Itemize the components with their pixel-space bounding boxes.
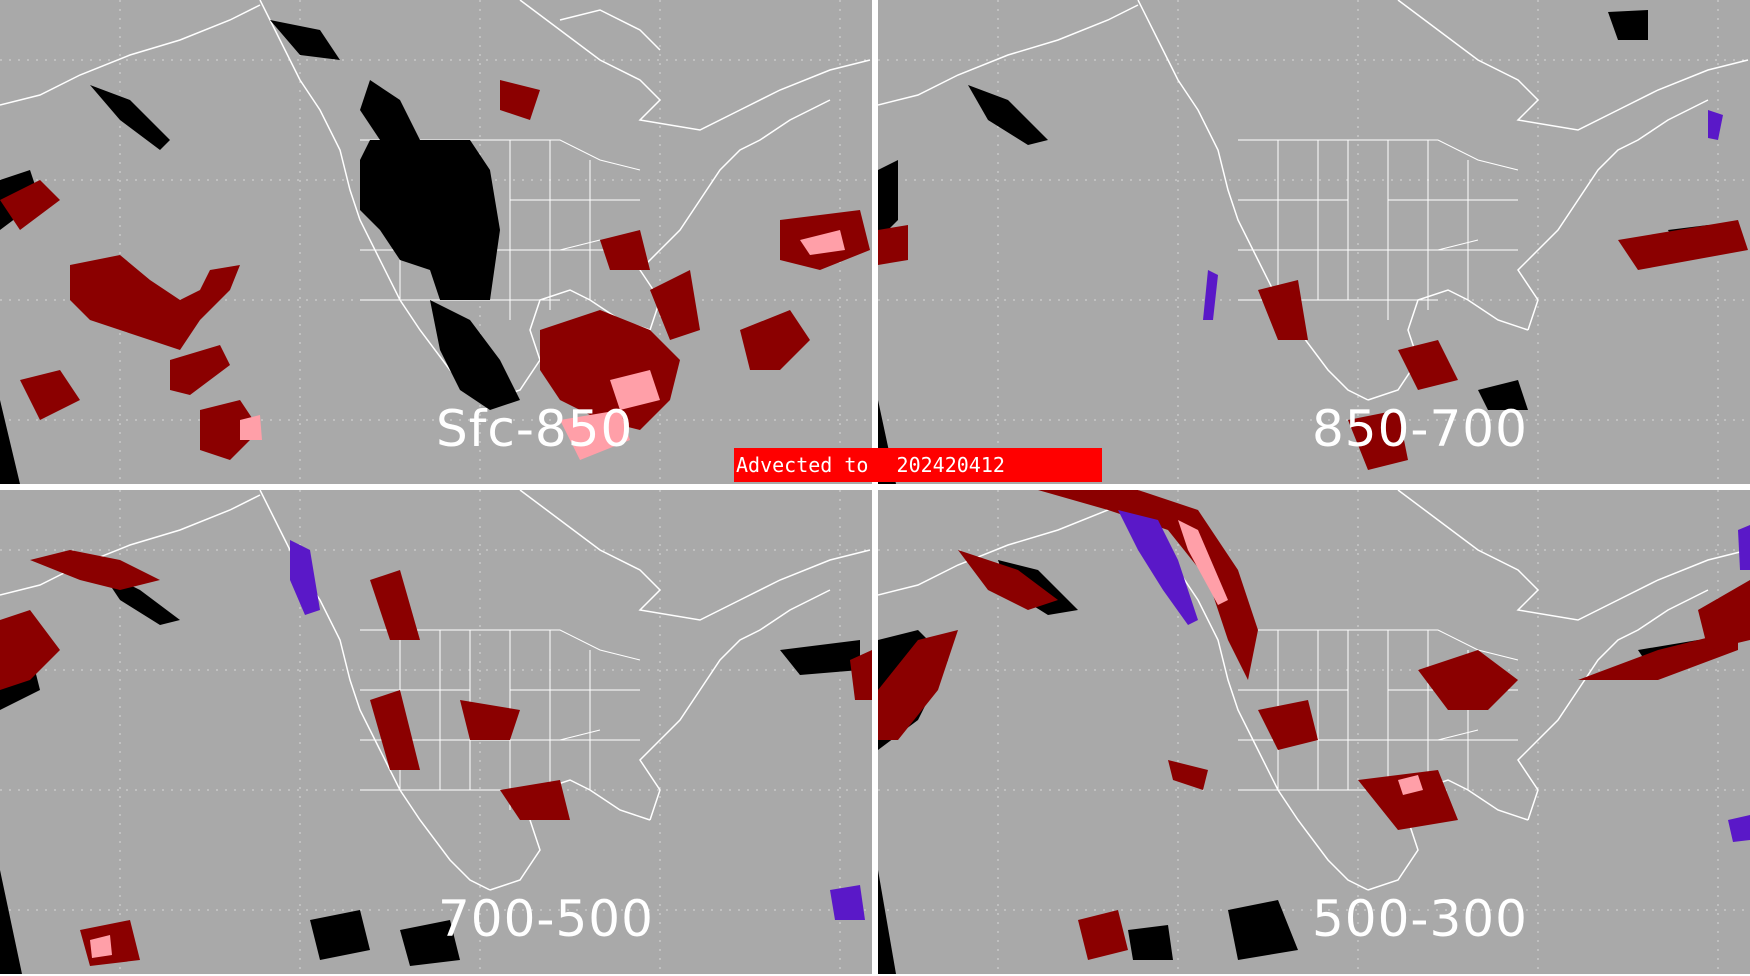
space-edge (0, 870, 22, 974)
map-canvas-850-700 (878, 0, 1750, 484)
layer-label-500-300: 500-300 (1312, 890, 1528, 948)
map-canvas-500-300 (878, 490, 1750, 974)
map-canvas-700-500 (0, 490, 872, 974)
cloud-pink (240, 230, 845, 460)
cloud-purple (1118, 510, 1750, 842)
space-corner (0, 400, 20, 484)
banner-gap (868, 453, 894, 477)
cloud-dark-red (878, 490, 1750, 960)
graticule (878, 0, 1750, 484)
cloud-dark-red (878, 220, 1748, 470)
cloud-pink (1178, 520, 1423, 795)
map-panel-500-300: 500-300 (878, 490, 1750, 974)
banner-prefix: Advected to (736, 453, 869, 477)
cloud-purple (290, 540, 865, 920)
space-edge (878, 870, 896, 974)
layer-label-700-500: 700-500 (438, 890, 654, 948)
cloud-dark-red (0, 550, 872, 966)
coastline (0, 0, 871, 401)
coastline (878, 0, 1749, 401)
cloud-pink (90, 935, 112, 958)
layer-label-sfc-850: Sfc-850 (436, 400, 634, 458)
cloud-purple (1203, 110, 1723, 320)
map-panel-850-700: 850-700 (878, 0, 1750, 484)
layer-label-850-700: 850-700 (1312, 400, 1528, 458)
graticule (0, 490, 872, 974)
graticule (878, 490, 1750, 974)
state-borders (1238, 139, 1519, 320)
space-corner (878, 160, 898, 240)
cloud-black (968, 10, 1708, 410)
map-panel-700-500: 700-500 (0, 490, 872, 974)
map-canvas-sfc-850 (0, 0, 872, 484)
advection-date-banner: Advected to 202420412 (734, 448, 1102, 482)
cloud-black (0, 570, 860, 966)
cloud-black (0, 20, 860, 410)
banner-date: 202420412 (896, 453, 1005, 477)
map-panel-sfc-850: Sfc-850 (0, 0, 872, 484)
